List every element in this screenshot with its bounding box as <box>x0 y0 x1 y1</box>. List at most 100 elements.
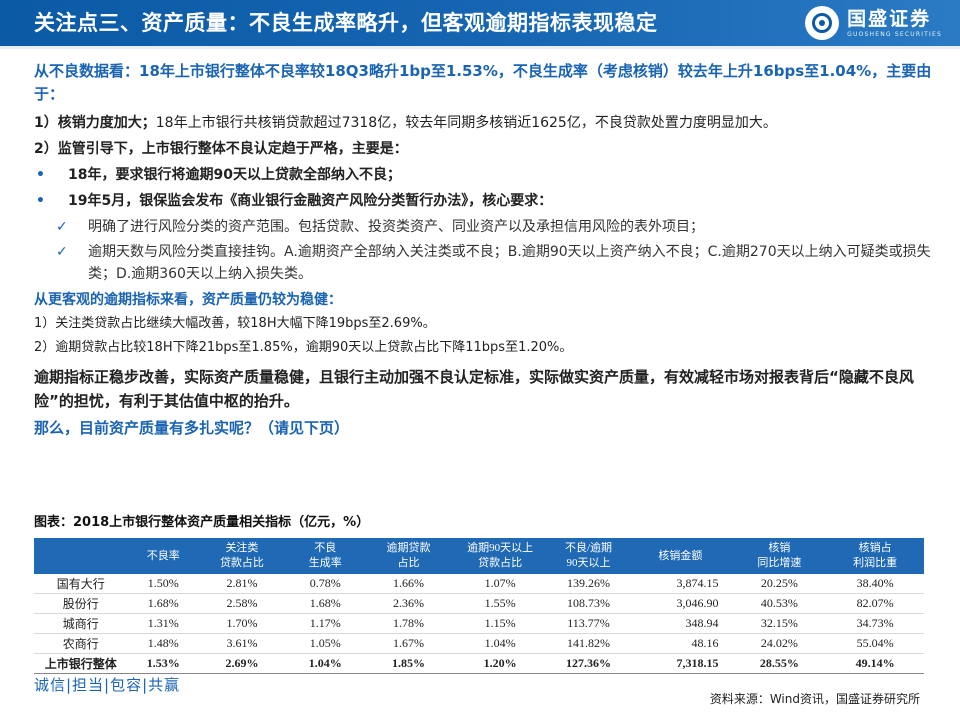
table-cell: 1.68% <box>284 593 366 614</box>
table-cell: 1.50% <box>127 574 199 594</box>
point-1-text: 18年上市银行共核销贷款超过7318亿，较去年同期多核销近1625亿，不良贷款处… <box>155 115 777 131</box>
table-cell: 1.31% <box>127 613 199 634</box>
table-cell: 2.81% <box>198 574 285 594</box>
table-cell: 141.82% <box>548 633 629 654</box>
table-cell: 1.17% <box>284 613 366 634</box>
table-cell: 3,046.90 <box>628 593 733 614</box>
header-bar: 关注点三、资产质量：不良生成率略升，但客观逾期指标表现稳定 国盛证券 GUOSH… <box>0 0 960 46</box>
table-cell: 1.53% <box>127 653 199 674</box>
table-cell: 38.40% <box>826 574 924 594</box>
section-item: 1）关注类贷款占比继续大幅改善，较18H大幅下降19bps至2.69%。 <box>34 316 436 331</box>
column-header: 逾期贷款 占比 <box>365 538 452 574</box>
table-cell: 1.55% <box>451 593 549 614</box>
column-header: 关注类 贷款占比 <box>198 538 285 574</box>
column-header: 核销占 利润比重 <box>826 538 924 574</box>
table-cell: 2.58% <box>198 593 285 614</box>
column-header: 核销金额 <box>628 538 733 574</box>
table-cell: 1.70% <box>198 613 285 634</box>
table-cell: 1.66% <box>365 574 452 594</box>
table-cell: 7,318.15 <box>628 653 733 674</box>
table-cell: 34.73% <box>826 613 924 634</box>
bullet-dot-icon: • <box>36 167 45 183</box>
check-item: ✓ 逾期天数与风险分类直接挂钩。A.逾期资产全部纳入关注类或不良；B.逾期90天以… <box>34 241 932 285</box>
table-cell: 139.26% <box>548 574 629 594</box>
bullet-item: • 19年5月，银保监会发布《商业银行金融资产风险分类暂行办法》，核心要求： <box>34 190 932 212</box>
column-header: 不良 生成率 <box>284 538 366 574</box>
bullet-text: 19年5月，银保监会发布《商业银行金融资产风险分类暂行办法》，核心要求： <box>68 193 553 209</box>
asset-quality-table: 不良率 关注类 贷款占比 不良 生成率 逾期贷款 占比 逾期90天以上 贷款占比 不良/… <box>34 538 924 674</box>
checkmark-icon: ✓ <box>56 244 68 260</box>
table-cell: 0.78% <box>284 574 366 594</box>
table-cell: 82.07% <box>826 593 924 614</box>
table-cell: 40.53% <box>732 593 827 614</box>
check-text: 明确了进行风险分类的资产范围。包括贷款、投资类资产、同业资产以及承担信用风险的表… <box>88 219 704 235</box>
table-cell: 2.69% <box>198 653 285 674</box>
conclusion-paragraph: 逾期指标正稳步改善，实际资产质量稳健，且银行主动加强不良认定标准，实际做实资产质… <box>34 368 914 410</box>
table-cell: 1.85% <box>365 653 452 674</box>
check-text: 逾期天数与风险分类直接挂钩。A.逾期资产全部纳入关注类或不良；B.逾期90天以上… <box>88 244 931 282</box>
table-caption: 图表：2018上市银行整体资产质量相关指标（亿元，%） <box>34 515 370 530</box>
section-item: 2）逾期贷款占比较18H下降21bps至1.85%，逾期90天以上贷款占比下降1… <box>34 340 573 355</box>
table-cell: 1.67% <box>365 633 452 654</box>
table-cell: 1.78% <box>365 613 452 634</box>
point-1-label: 1）核销力度加大； <box>34 115 156 131</box>
table-cell: 348.94 <box>628 613 733 634</box>
table-cell: 28.55% <box>732 653 827 674</box>
checkmark-icon: ✓ <box>56 219 68 235</box>
column-header <box>34 538 128 574</box>
page-title: 关注点三、资产质量：不良生成率略升，但客观逾期指标表现稳定 <box>34 11 658 35</box>
company-logo: 国盛证券 GUOSHENG SECURITIES <box>805 3 942 43</box>
table-cell: 49.14% <box>826 653 924 674</box>
table-cell: 55.04% <box>826 633 924 654</box>
company-slogan: 诚信|担当|包容|共赢 <box>34 676 181 694</box>
table-row: 城商行 1.31% 1.70% 1.17% 1.78% 1.15% 113.77… <box>34 613 924 634</box>
table-cell: 127.36% <box>548 653 629 674</box>
table-cell: 3,874.15 <box>628 574 733 594</box>
header-divider <box>0 46 960 49</box>
table-cell: 国有大行 <box>34 574 128 594</box>
table-cell: 1.04% <box>451 633 549 654</box>
table-row: 股份行 1.68% 2.58% 1.68% 2.36% 1.55% 108.73… <box>34 593 924 614</box>
table-cell: 1.20% <box>451 653 549 674</box>
bullet-dot-icon: • <box>36 193 45 209</box>
table-cell: 1.68% <box>127 593 199 614</box>
logo-subtitle: GUOSHENG SECURITIES <box>847 30 942 38</box>
table-cell: 108.73% <box>548 593 629 614</box>
table-cell: 48.16 <box>628 633 733 654</box>
data-source-note: 资料来源：Wind资讯，国盛证券研究所 <box>709 692 920 706</box>
table-cell: 113.77% <box>548 613 629 634</box>
table-row: 国有大行 1.50% 2.81% 0.78% 1.66% 1.07% 139.2… <box>34 574 924 594</box>
table-total-row: 上市银行整体 1.53% 2.69% 1.04% 1.85% 1.20% 127… <box>34 653 924 674</box>
column-header: 逾期90天以上 贷款占比 <box>451 538 549 574</box>
table-cell: 20.25% <box>732 574 827 594</box>
column-header: 核销 同比增速 <box>732 538 827 574</box>
bullet-item: • 18年，要求银行将逾期90天以上贷款全部纳入不良； <box>34 164 932 186</box>
body-content: 从不良数据看：18年上市银行整体不良率较18Q3略升1bp至1.53%，不良生成… <box>34 60 932 439</box>
intro-paragraph: 从不良数据看：18年上市银行整体不良率较18Q3略升1bp至1.53%，不良生成… <box>34 62 932 103</box>
table-cell: 农商行 <box>34 633 128 654</box>
bullet-text: 18年，要求银行将逾期90天以上贷款全部纳入不良； <box>68 167 401 183</box>
column-header: 不良/逾期 90天以上 <box>548 538 629 574</box>
logo-name: 国盛证券 <box>847 7 932 30</box>
table-cell: 1.05% <box>284 633 366 654</box>
table-cell: 股份行 <box>34 593 128 614</box>
section-heading: 从更客观的逾期指标来看，资产质量仍较为稳健： <box>34 292 342 308</box>
table-cell: 1.48% <box>127 633 199 654</box>
table-cell: 1.04% <box>284 653 366 674</box>
point-2: 2）监管引导下，上市银行整体不良认定趋于严格，主要是： <box>34 141 408 157</box>
table-cell: 3.61% <box>198 633 285 654</box>
check-item: ✓ 明确了进行风险分类的资产范围。包括贷款、投资类资产、同业资产以及承担信用风险的… <box>34 216 932 238</box>
logo-icon <box>805 6 840 40</box>
table-cell: 32.15% <box>732 613 827 634</box>
table-cell: 2.36% <box>365 593 452 614</box>
table-cell: 上市银行整体 <box>34 653 128 674</box>
table-row: 农商行 1.48% 3.61% 1.05% 1.67% 1.04% 141.82… <box>34 633 924 654</box>
table-cell: 1.07% <box>451 574 549 594</box>
table-header-row: 不良率 关注类 贷款占比 不良 生成率 逾期贷款 占比 逾期90天以上 贷款占比 不良/… <box>34 538 924 574</box>
table-cell: 城商行 <box>34 613 128 634</box>
table-cell: 24.02% <box>732 633 827 654</box>
question-line: 那么，目前资产质量有多扎实呢？（请见下页） <box>34 419 350 437</box>
column-header: 不良率 <box>127 538 199 574</box>
table-cell: 1.15% <box>451 613 549 634</box>
point-1: 1）核销力度加大；18年上市银行共核销贷款超过7318亿，较去年同期多核销近16… <box>34 112 932 134</box>
